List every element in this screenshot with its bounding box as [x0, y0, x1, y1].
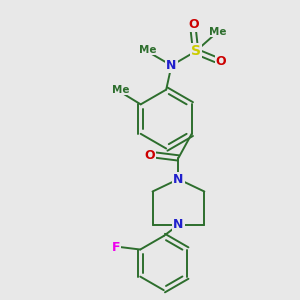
Text: Me: Me — [112, 85, 130, 94]
Text: Me: Me — [209, 27, 226, 37]
Text: O: O — [144, 148, 155, 161]
Text: S: S — [190, 44, 201, 58]
Text: N: N — [173, 173, 184, 186]
Text: F: F — [112, 241, 120, 254]
Text: O: O — [216, 56, 226, 68]
Text: N: N — [166, 59, 177, 72]
Text: N: N — [173, 218, 184, 231]
Text: O: O — [188, 18, 199, 32]
Text: Me: Me — [139, 45, 157, 55]
